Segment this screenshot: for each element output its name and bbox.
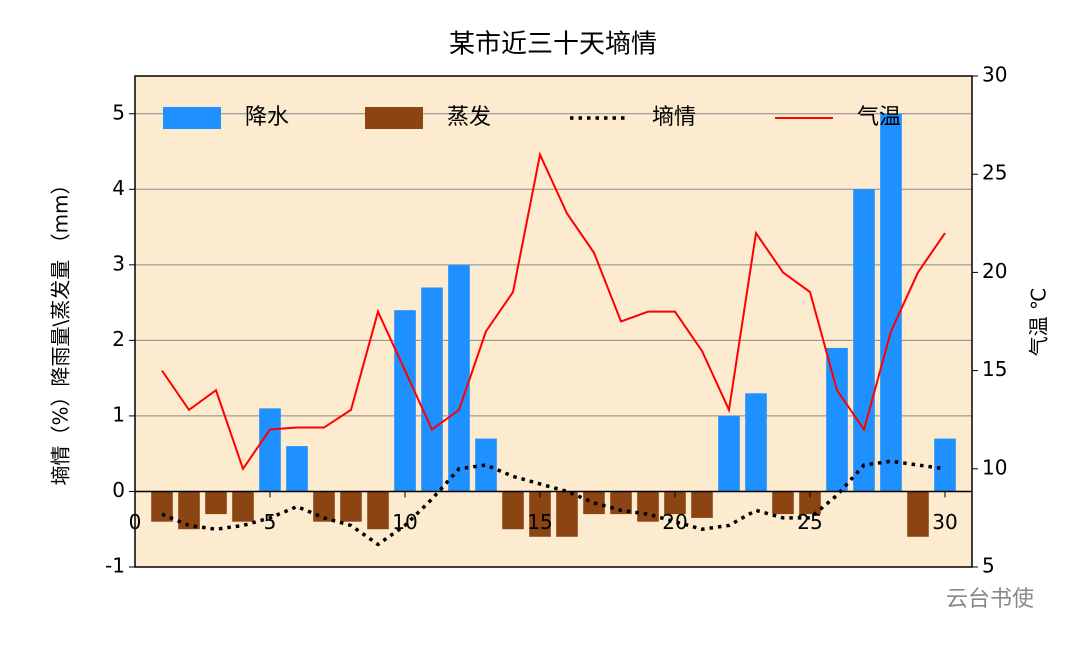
bar xyxy=(691,491,713,518)
x-tick-label: 0 xyxy=(129,510,142,534)
y-tick-label: 1 xyxy=(112,402,125,426)
y2-tick-label: 10 xyxy=(982,455,1007,479)
y-tick-label: -1 xyxy=(105,554,125,578)
y-tick-label: 0 xyxy=(112,478,125,502)
bar xyxy=(853,189,875,492)
x-tick-label: 15 xyxy=(527,510,552,534)
x-tick-label: 30 xyxy=(932,510,957,534)
line xyxy=(161,151,946,472)
bar xyxy=(907,491,929,537)
legend-swatch xyxy=(163,107,221,129)
bar xyxy=(421,287,443,492)
legend-label: 墒情 xyxy=(652,105,696,130)
y2-tick-label: 25 xyxy=(982,161,1007,185)
bar xyxy=(394,310,416,492)
bar xyxy=(367,491,389,530)
y-axis-label: 墒情（%）降雨量\蒸发量 （mm） xyxy=(49,174,73,485)
x-tick-label: 5 xyxy=(264,510,277,534)
line xyxy=(161,459,946,547)
y-tick-label: 4 xyxy=(112,176,125,200)
bar xyxy=(718,415,740,492)
bar xyxy=(799,491,821,515)
bar xyxy=(448,264,470,492)
bar xyxy=(610,491,632,515)
y-tick-label: 5 xyxy=(112,100,125,124)
bar xyxy=(556,491,578,537)
y-tick-label: 2 xyxy=(112,327,125,351)
bar xyxy=(745,393,767,492)
chart-title: 某市近三十天墒情 xyxy=(449,30,657,60)
legend-label: 蒸发 xyxy=(447,105,491,130)
x-tick-label: 20 xyxy=(662,510,687,534)
bar xyxy=(664,491,686,515)
watermark: 云台书使 xyxy=(946,587,1034,612)
bar xyxy=(475,438,497,492)
bar xyxy=(880,113,902,492)
y2-axis-label: 气温 ℃ xyxy=(1027,288,1051,357)
bar xyxy=(259,408,281,492)
bar xyxy=(934,438,956,492)
bar xyxy=(529,491,551,537)
legend-label: 降水 xyxy=(245,105,289,130)
bar xyxy=(340,491,362,522)
bar xyxy=(232,491,254,522)
legend-swatch xyxy=(365,107,423,129)
y2-tick-label: 5 xyxy=(982,554,995,578)
bar xyxy=(772,491,794,515)
bar xyxy=(637,491,659,522)
x-tick-label: 10 xyxy=(392,510,417,534)
bar xyxy=(826,347,848,492)
plot-frame xyxy=(134,75,973,568)
x-tick-label: 25 xyxy=(797,510,822,534)
plot-background xyxy=(135,76,972,567)
legend-label: 气温 xyxy=(857,105,901,130)
y2-tick-label: 30 xyxy=(982,63,1007,87)
bar xyxy=(502,491,524,530)
bar xyxy=(205,491,227,515)
bar xyxy=(178,491,200,530)
y2-tick-label: 15 xyxy=(982,357,1007,381)
bar xyxy=(151,491,173,522)
y2-tick-label: 20 xyxy=(982,259,1007,283)
bar xyxy=(286,446,308,492)
y-tick-label: 3 xyxy=(112,251,125,275)
